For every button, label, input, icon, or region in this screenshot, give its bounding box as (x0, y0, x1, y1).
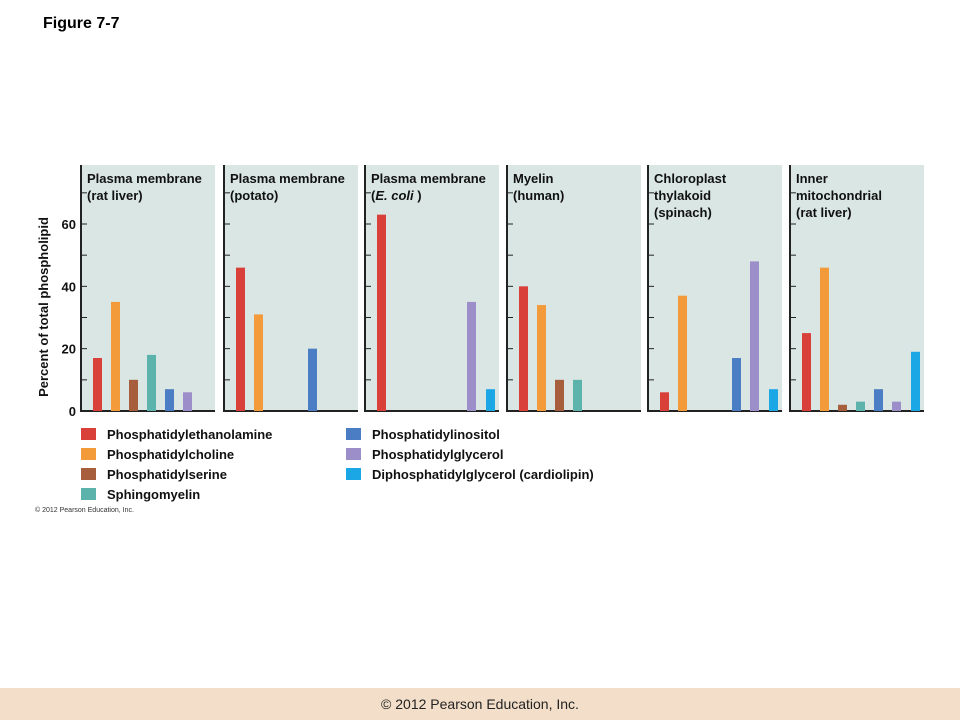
panel-title: Plasma membrane (87, 171, 202, 186)
legend-swatch (81, 468, 96, 480)
y-tick-label: 40 (62, 279, 76, 294)
legend-label: Phosphatidylinositol (372, 427, 500, 442)
panel-title: (rat liver) (87, 188, 143, 203)
bar-phosphatidylethanolamine (660, 392, 669, 411)
bar-phosphatidylethanolamine (93, 358, 102, 411)
legend-swatch (346, 448, 361, 460)
legend-swatch (81, 488, 96, 500)
footer: © 2012 Pearson Education, Inc. (0, 688, 960, 720)
panel-title: Plasma membrane (230, 171, 345, 186)
bar-phosphatidylserine (838, 404, 847, 411)
bar-phosphatidylethanolamine (519, 286, 528, 411)
bar-phosphatidylglycerol (892, 401, 901, 411)
bar-phosphatidylglycerol (183, 392, 192, 411)
bar-diphosphatidylglycerol-cardiolipin (486, 389, 495, 411)
y-tick-label: 20 (62, 342, 76, 357)
bar-sphingomyelin (573, 379, 582, 411)
panel-background (790, 165, 924, 411)
legend-swatch (346, 428, 361, 440)
legend-label: Sphingomyelin (107, 487, 201, 502)
panel-title: Inner (796, 171, 828, 186)
bar-phosphatidylethanolamine (802, 333, 811, 411)
bar-phosphatidylinositol (165, 389, 174, 411)
panel-title: (rat liver) (796, 205, 852, 220)
panel-title: (human) (513, 188, 564, 203)
bar-phosphatidylinositol (874, 389, 883, 411)
panel-title: thylakoid (654, 188, 711, 203)
panel-title: (potato) (230, 188, 278, 203)
credit-small: © 2012 Pearson Education, Inc. (35, 507, 134, 514)
bar-phosphatidylserine (555, 379, 564, 411)
legend-label: Phosphatidylglycerol (372, 447, 504, 462)
legend-label: Phosphatidylethanolamine (107, 427, 273, 442)
bar-phosphatidylcholine (820, 267, 829, 411)
legend-label: Phosphatidylcholine (107, 447, 235, 462)
bar-phosphatidylcholine (537, 305, 546, 411)
bar-sphingomyelin (147, 354, 156, 411)
y-axis-label: Percent of total phospholipid (36, 217, 51, 397)
bar-diphosphatidylglycerol-cardiolipin (911, 351, 920, 411)
legend-swatch (81, 428, 96, 440)
panel-background (648, 165, 782, 411)
panel-title: mitochondrial (796, 188, 882, 203)
bar-phosphatidylcholine (111, 301, 120, 411)
bar-phosphatidylinositol (308, 348, 317, 411)
panel-title: (spinach) (654, 205, 712, 220)
panel-title: Chloroplast (654, 171, 727, 186)
bar-phosphatidylinositol (732, 358, 741, 411)
panel-background (224, 165, 358, 411)
bar-phosphatidylserine (129, 379, 138, 411)
y-tick-label: 60 (62, 217, 76, 232)
bar-phosphatidylglycerol (750, 261, 759, 411)
panel-title: Plasma membrane (371, 171, 486, 186)
bar-phosphatidylcholine (254, 314, 263, 411)
bar-sphingomyelin (856, 401, 865, 411)
legend-label: Diphosphatidylglycerol (cardiolipin) (372, 467, 594, 482)
bar-phosphatidylcholine (678, 295, 687, 411)
bar-phosphatidylethanolamine (377, 214, 386, 411)
figure-title: Figure 7-7 (43, 15, 120, 32)
panel-background (507, 165, 641, 411)
legend-swatch (346, 468, 361, 480)
panel-background (365, 165, 499, 411)
panel-title: Myelin (513, 171, 554, 186)
legend-swatch (81, 448, 96, 460)
bar-diphosphatidylglycerol-cardiolipin (769, 389, 778, 411)
bar-phosphatidylethanolamine (236, 267, 245, 411)
legend-label: Phosphatidylserine (107, 467, 227, 482)
panel-title: (E. coli ) (371, 188, 422, 203)
y-tick-label: 0 (69, 404, 76, 419)
bar-phosphatidylglycerol (467, 301, 476, 411)
